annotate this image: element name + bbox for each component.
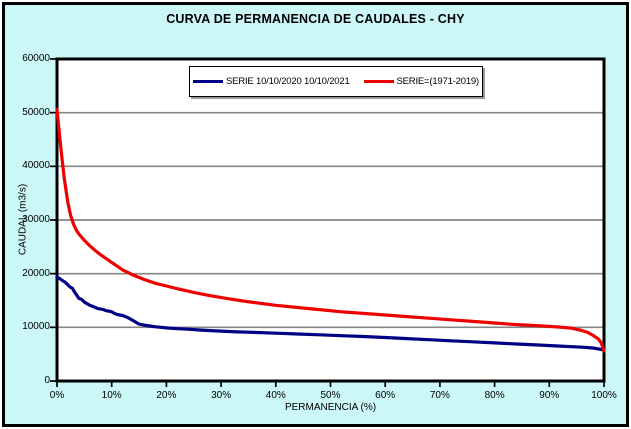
y-tick-label: 40000 [22,160,50,172]
plot-canvas [50,57,606,387]
x-tick-label: 10% [101,390,122,401]
x-tick-label: 50% [320,390,341,401]
y-tick-label: 60000 [22,53,50,64]
x-axis-title: PERMANENCIA (%) [284,402,377,413]
x-tick-label: 60% [375,390,396,401]
x-tick-label: 40% [265,390,286,401]
y-tick-label: 50000 [22,106,50,118]
legend-item-serie-2020-2021: SERIE 10/10/2020 10/10/2021 [193,76,350,87]
legend-label: SERIE=(1971-2019) [396,76,480,87]
x-tick-label: 80% [484,390,505,401]
y-axis-title: CAUDAL (m3/s) [17,183,29,256]
chart-title: CURVA DE PERMANENCIA DE CAUDALES - CHY [166,12,465,26]
legend-swatch-blue-line [193,79,224,84]
x-tick-label: 70% [429,390,450,401]
legend-label: SERIE 10/10/2020 10/10/2021 [226,76,350,87]
plot-area [50,57,606,387]
x-tick-label: 20% [156,390,177,401]
legend-swatch-red-line [363,79,394,84]
y-tick-label: 0 [44,375,50,386]
x-tick-label: 90% [539,390,560,401]
x-tick-label: 0% [49,390,65,401]
legend-box: SERIE 10/10/2020 10/10/2021 SERIE=(1971-… [189,66,483,97]
x-tick-label: 30% [211,390,232,401]
y-tick-label: 10000 [22,321,50,333]
y-tick-label: 20000 [22,267,50,279]
legend-item-serie-1971-2019: SERIE=(1971-2019) [363,76,480,87]
y-tick-label: 30000 [22,214,50,225]
x-tick-label: 100% [591,390,617,401]
